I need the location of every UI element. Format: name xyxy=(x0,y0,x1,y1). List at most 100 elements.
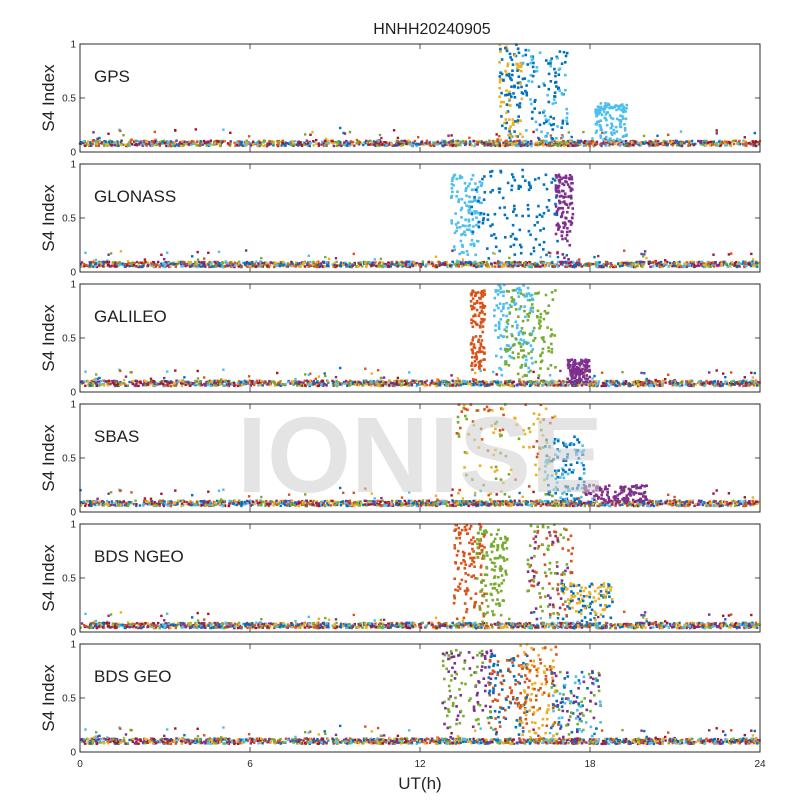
data-point xyxy=(459,383,462,387)
data-point xyxy=(324,137,328,141)
data-point xyxy=(445,382,449,386)
data-point xyxy=(553,213,557,216)
data-point xyxy=(601,265,604,268)
data-point xyxy=(228,383,231,386)
data-point xyxy=(516,69,519,72)
data-point xyxy=(167,141,170,144)
data-point xyxy=(460,197,464,201)
data-point xyxy=(619,114,622,117)
data-point xyxy=(234,143,237,146)
data-point xyxy=(597,120,601,124)
data-point xyxy=(326,263,329,266)
data-point xyxy=(569,187,573,191)
data-point xyxy=(654,141,658,144)
data-point xyxy=(144,142,148,145)
data-point xyxy=(304,265,307,268)
data-point xyxy=(398,262,401,265)
data-point xyxy=(449,142,452,145)
data-point xyxy=(379,257,383,261)
data-point xyxy=(145,144,148,147)
data-point xyxy=(173,141,177,145)
data-point xyxy=(461,140,465,143)
data-point xyxy=(533,223,537,227)
data-point xyxy=(409,260,413,264)
data-point xyxy=(667,265,670,268)
data-point xyxy=(150,381,153,384)
data-point xyxy=(456,141,459,145)
data-point xyxy=(750,379,753,382)
data-point xyxy=(118,383,121,386)
data-point xyxy=(669,139,672,143)
data-point xyxy=(249,384,252,387)
data-point xyxy=(609,137,612,141)
data-point xyxy=(509,125,512,128)
data-point xyxy=(308,144,311,148)
data-point xyxy=(499,47,502,51)
figure-title: HNHH20240905 xyxy=(373,21,491,38)
data-point xyxy=(322,142,325,145)
data-point xyxy=(500,115,503,118)
data-point xyxy=(470,211,474,214)
data-point xyxy=(124,263,128,266)
data-point xyxy=(678,384,682,388)
data-point xyxy=(517,51,521,55)
data-point xyxy=(564,61,567,64)
data-point xyxy=(569,260,573,264)
data-point xyxy=(619,122,622,126)
data-point xyxy=(339,366,342,370)
data-point xyxy=(184,380,187,383)
data-point xyxy=(611,143,614,146)
data-point xyxy=(90,379,93,383)
data-point xyxy=(745,379,748,382)
data-point xyxy=(569,220,572,223)
data-point xyxy=(94,144,98,147)
data-point xyxy=(245,143,248,147)
data-point xyxy=(691,380,694,383)
data-point xyxy=(652,384,656,388)
data-point xyxy=(551,261,554,264)
data-point xyxy=(609,381,612,384)
data-point xyxy=(561,221,565,225)
data-point xyxy=(196,377,200,380)
data-point xyxy=(659,260,663,264)
data-point xyxy=(403,141,406,145)
data-point xyxy=(395,139,398,143)
data-point xyxy=(340,382,344,385)
data-point xyxy=(309,133,312,136)
data-point xyxy=(561,263,565,267)
data-point xyxy=(550,123,553,127)
data-point xyxy=(690,384,693,388)
data-point xyxy=(664,378,667,381)
data-point xyxy=(727,253,731,256)
data-point xyxy=(529,233,532,237)
data-point xyxy=(365,139,368,143)
data-point xyxy=(179,381,183,385)
data-point xyxy=(413,381,417,384)
data-point xyxy=(174,262,177,266)
data-point xyxy=(425,139,429,142)
data-point xyxy=(613,132,616,135)
data-point xyxy=(454,212,457,215)
data-point xyxy=(261,384,264,387)
data-point xyxy=(348,144,352,147)
data-point xyxy=(302,143,306,146)
data-point xyxy=(137,265,140,269)
data-point xyxy=(196,265,199,269)
data-point xyxy=(412,379,415,383)
data-point xyxy=(688,381,691,384)
data-point xyxy=(143,141,146,144)
data-point xyxy=(643,261,646,264)
data-point xyxy=(118,382,121,385)
data-point xyxy=(757,143,760,146)
data-point xyxy=(555,213,559,217)
data-point xyxy=(509,142,512,145)
data-point xyxy=(250,261,254,264)
data-point xyxy=(486,218,490,221)
data-point xyxy=(311,131,314,134)
data-point xyxy=(348,384,351,387)
data-point xyxy=(566,139,570,143)
data-point xyxy=(732,142,736,146)
data-point xyxy=(547,72,551,76)
data-point xyxy=(313,262,316,266)
